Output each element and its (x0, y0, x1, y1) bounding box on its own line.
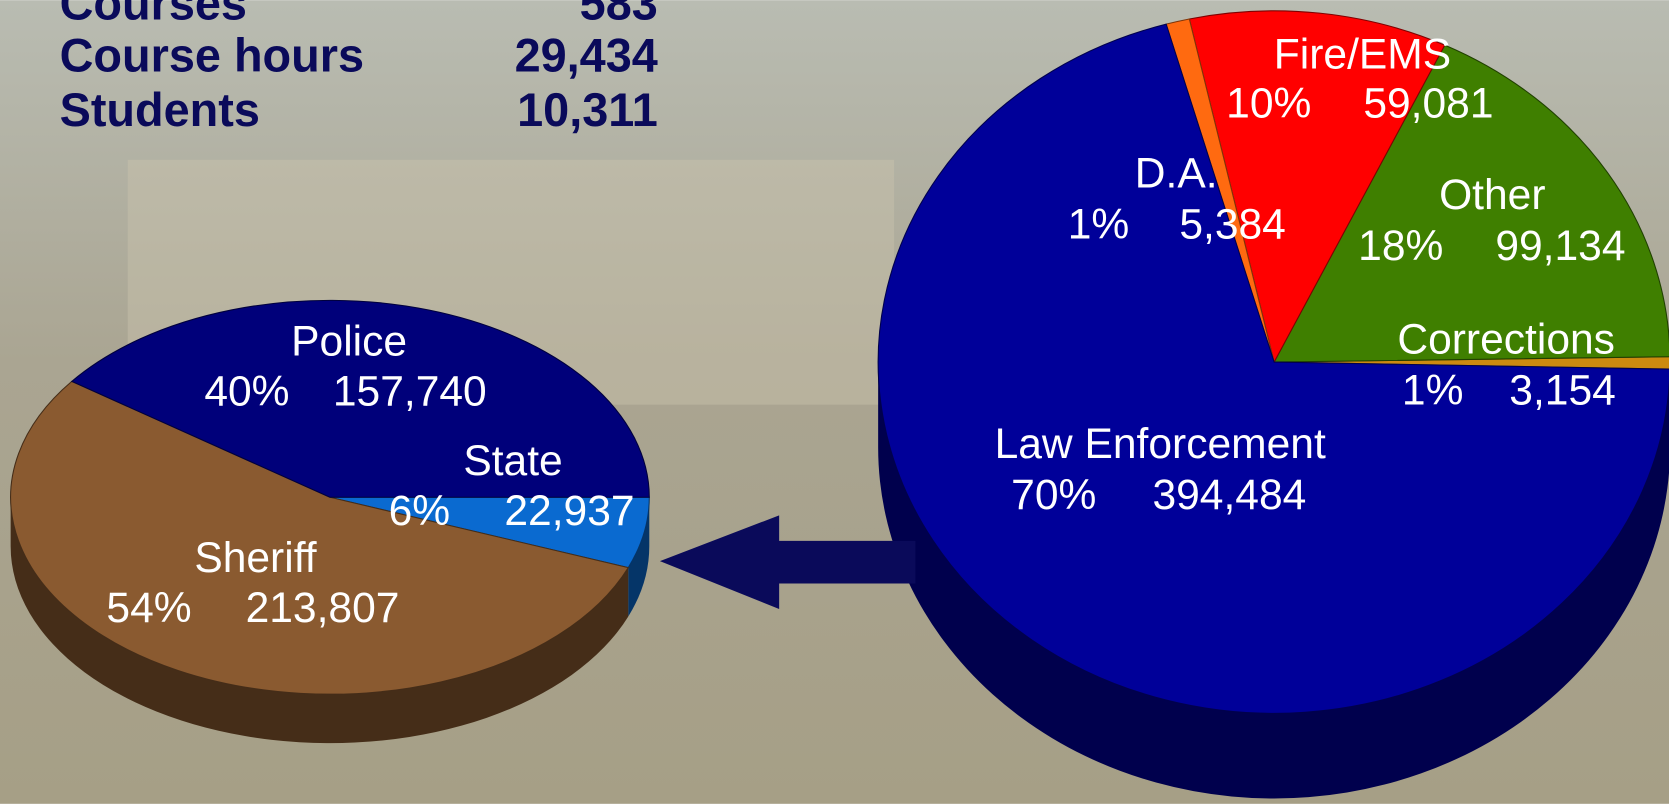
slice-percent: 10% (1226, 79, 1311, 127)
slice-percent: 1% (1068, 201, 1130, 249)
slice-value: 394,484 (1152, 471, 1306, 519)
slice-percent: 54% (106, 584, 191, 632)
slice-value: 5,384 (1179, 201, 1286, 249)
slice-percent: 70% (1011, 471, 1096, 519)
slice-value: 3,154 (1509, 367, 1616, 415)
slice-percent: 18% (1358, 222, 1443, 270)
slide: Courses 583 Course hours 29,434 Students 10,3… (0, 0, 1669, 804)
slice-percent: 6% (389, 487, 451, 535)
slice-name: Other (1439, 171, 1545, 219)
stat-label: Courses (60, 0, 247, 29)
stat-value: 583 (580, 0, 658, 29)
stat-label: Course hours (60, 29, 364, 81)
slice-percent: 40% (204, 368, 289, 416)
slice-name: Fire/EMS (1274, 30, 1451, 78)
slice-percent: 1% (1402, 367, 1464, 415)
slice-name: D.A. (1135, 150, 1218, 198)
slice-name: Law Enforcement (995, 420, 1326, 468)
stat-value: 29,434 (515, 29, 658, 81)
slice-value: 59,081 (1363, 79, 1493, 127)
slice-value: 99,134 (1495, 222, 1625, 270)
slice-value: 22,937 (504, 487, 634, 535)
slice-name: Police (291, 318, 407, 366)
slice-name: Corrections (1397, 316, 1615, 364)
slice-name: State (463, 437, 562, 485)
stat-value: 10,311 (517, 84, 658, 136)
slice-name: Sheriff (194, 534, 316, 582)
slice-value: 157,740 (333, 368, 487, 416)
slice-value: 213,807 (246, 584, 400, 632)
stat-label: Students (60, 84, 260, 136)
